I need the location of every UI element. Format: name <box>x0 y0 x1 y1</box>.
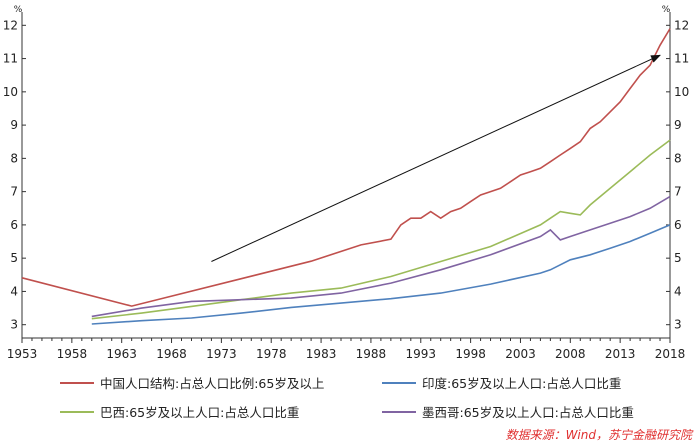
x-tick-label: 1998 <box>455 347 486 361</box>
series-line-2 <box>91 139 671 320</box>
y-tick-label-left: 3 <box>10 318 18 332</box>
legend-label-brazil: 巴西:65岁及以上人口:占总人口比重 <box>100 405 300 420</box>
x-tick-label: 1968 <box>156 347 187 361</box>
y-unit-right: % <box>662 5 671 15</box>
series-line-1 <box>91 224 671 325</box>
x-tick-label: 1958 <box>57 347 88 361</box>
y-tick-label-left: 10 <box>3 85 18 99</box>
x-tick-label: 1983 <box>306 347 337 361</box>
legend-swatch-brazil <box>60 410 94 413</box>
legend-label-china: 中国人口结构:占总人口比例:65岁及以上 <box>100 376 325 391</box>
x-tick-label: 1988 <box>356 347 387 361</box>
x-tick-label: 2013 <box>605 347 636 361</box>
legend-swatch-china <box>60 381 94 384</box>
x-tick-label: 1993 <box>405 347 436 361</box>
annotations <box>211 54 661 262</box>
x-tick-label: 2003 <box>505 347 536 361</box>
y-tick-label-left: 5 <box>10 251 18 265</box>
y-tick-label-right: 8 <box>674 151 682 165</box>
y-tick-label-right: 3 <box>674 318 682 332</box>
legend-label-mexico: 墨西哥:65岁及以上人口:占总人口比重 <box>422 405 634 420</box>
y-tick-label-right: 7 <box>674 185 682 199</box>
y-tick-label-left: 4 <box>10 284 18 298</box>
x-tick-label: 1973 <box>206 347 237 361</box>
x-tick-label: 2018 <box>655 347 686 361</box>
y-tick-label-right: 9 <box>674 118 682 132</box>
y-tick-label-right: 10 <box>674 85 689 99</box>
legend-item-china: 中国人口结构:占总人口比例:65岁及以上 <box>60 373 324 392</box>
legend-swatch-india <box>382 381 416 384</box>
y-tick-label-right: 11 <box>674 52 689 66</box>
y-tick-label-right: 4 <box>674 284 682 298</box>
legend-item-brazil: 巴西:65岁及以上人口:占总人口比重 <box>60 402 299 421</box>
legend-label-india: 印度:65岁及以上人口:占总人口比重 <box>422 376 622 391</box>
legend-swatch-mexico <box>382 410 416 413</box>
series-lines <box>21 28 671 325</box>
source-note: 数据来源：Wind，苏宁金融研究院 <box>505 428 692 442</box>
trend-arrow <box>211 54 661 262</box>
legend-item-mexico: 墨西哥:65岁及以上人口:占总人口比重 <box>382 402 634 421</box>
x-tick-label: 1963 <box>106 347 137 361</box>
series-line-0 <box>21 28 671 307</box>
legend-item-india: 印度:65岁及以上人口:占总人口比重 <box>382 373 621 392</box>
y-tick-label-left: 11 <box>3 52 18 66</box>
x-tick-label: 1953 <box>7 347 38 361</box>
axes: 3 3 4 4 5 5 6 6 7 7 8 8 9 9 10 10 11 11 12 12% % 1953 1958 1963… <box>3 5 690 361</box>
y-tick-label-left: 12 <box>3 18 18 32</box>
y-tick-label-left: 8 <box>10 151 18 165</box>
y-unit-left: % <box>14 5 23 15</box>
y-tick-label-left: 7 <box>10 185 18 199</box>
series-line-3 <box>91 195 671 318</box>
y-tick-label-right: 12 <box>674 18 689 32</box>
x-tick-label: 2008 <box>555 347 586 361</box>
x-tick-label: 1978 <box>256 347 287 361</box>
y-tick-label-left: 9 <box>10 118 18 132</box>
y-tick-label-right: 5 <box>674 251 682 265</box>
y-tick-label-left: 6 <box>10 218 18 232</box>
y-tick-label-right: 6 <box>674 218 682 232</box>
